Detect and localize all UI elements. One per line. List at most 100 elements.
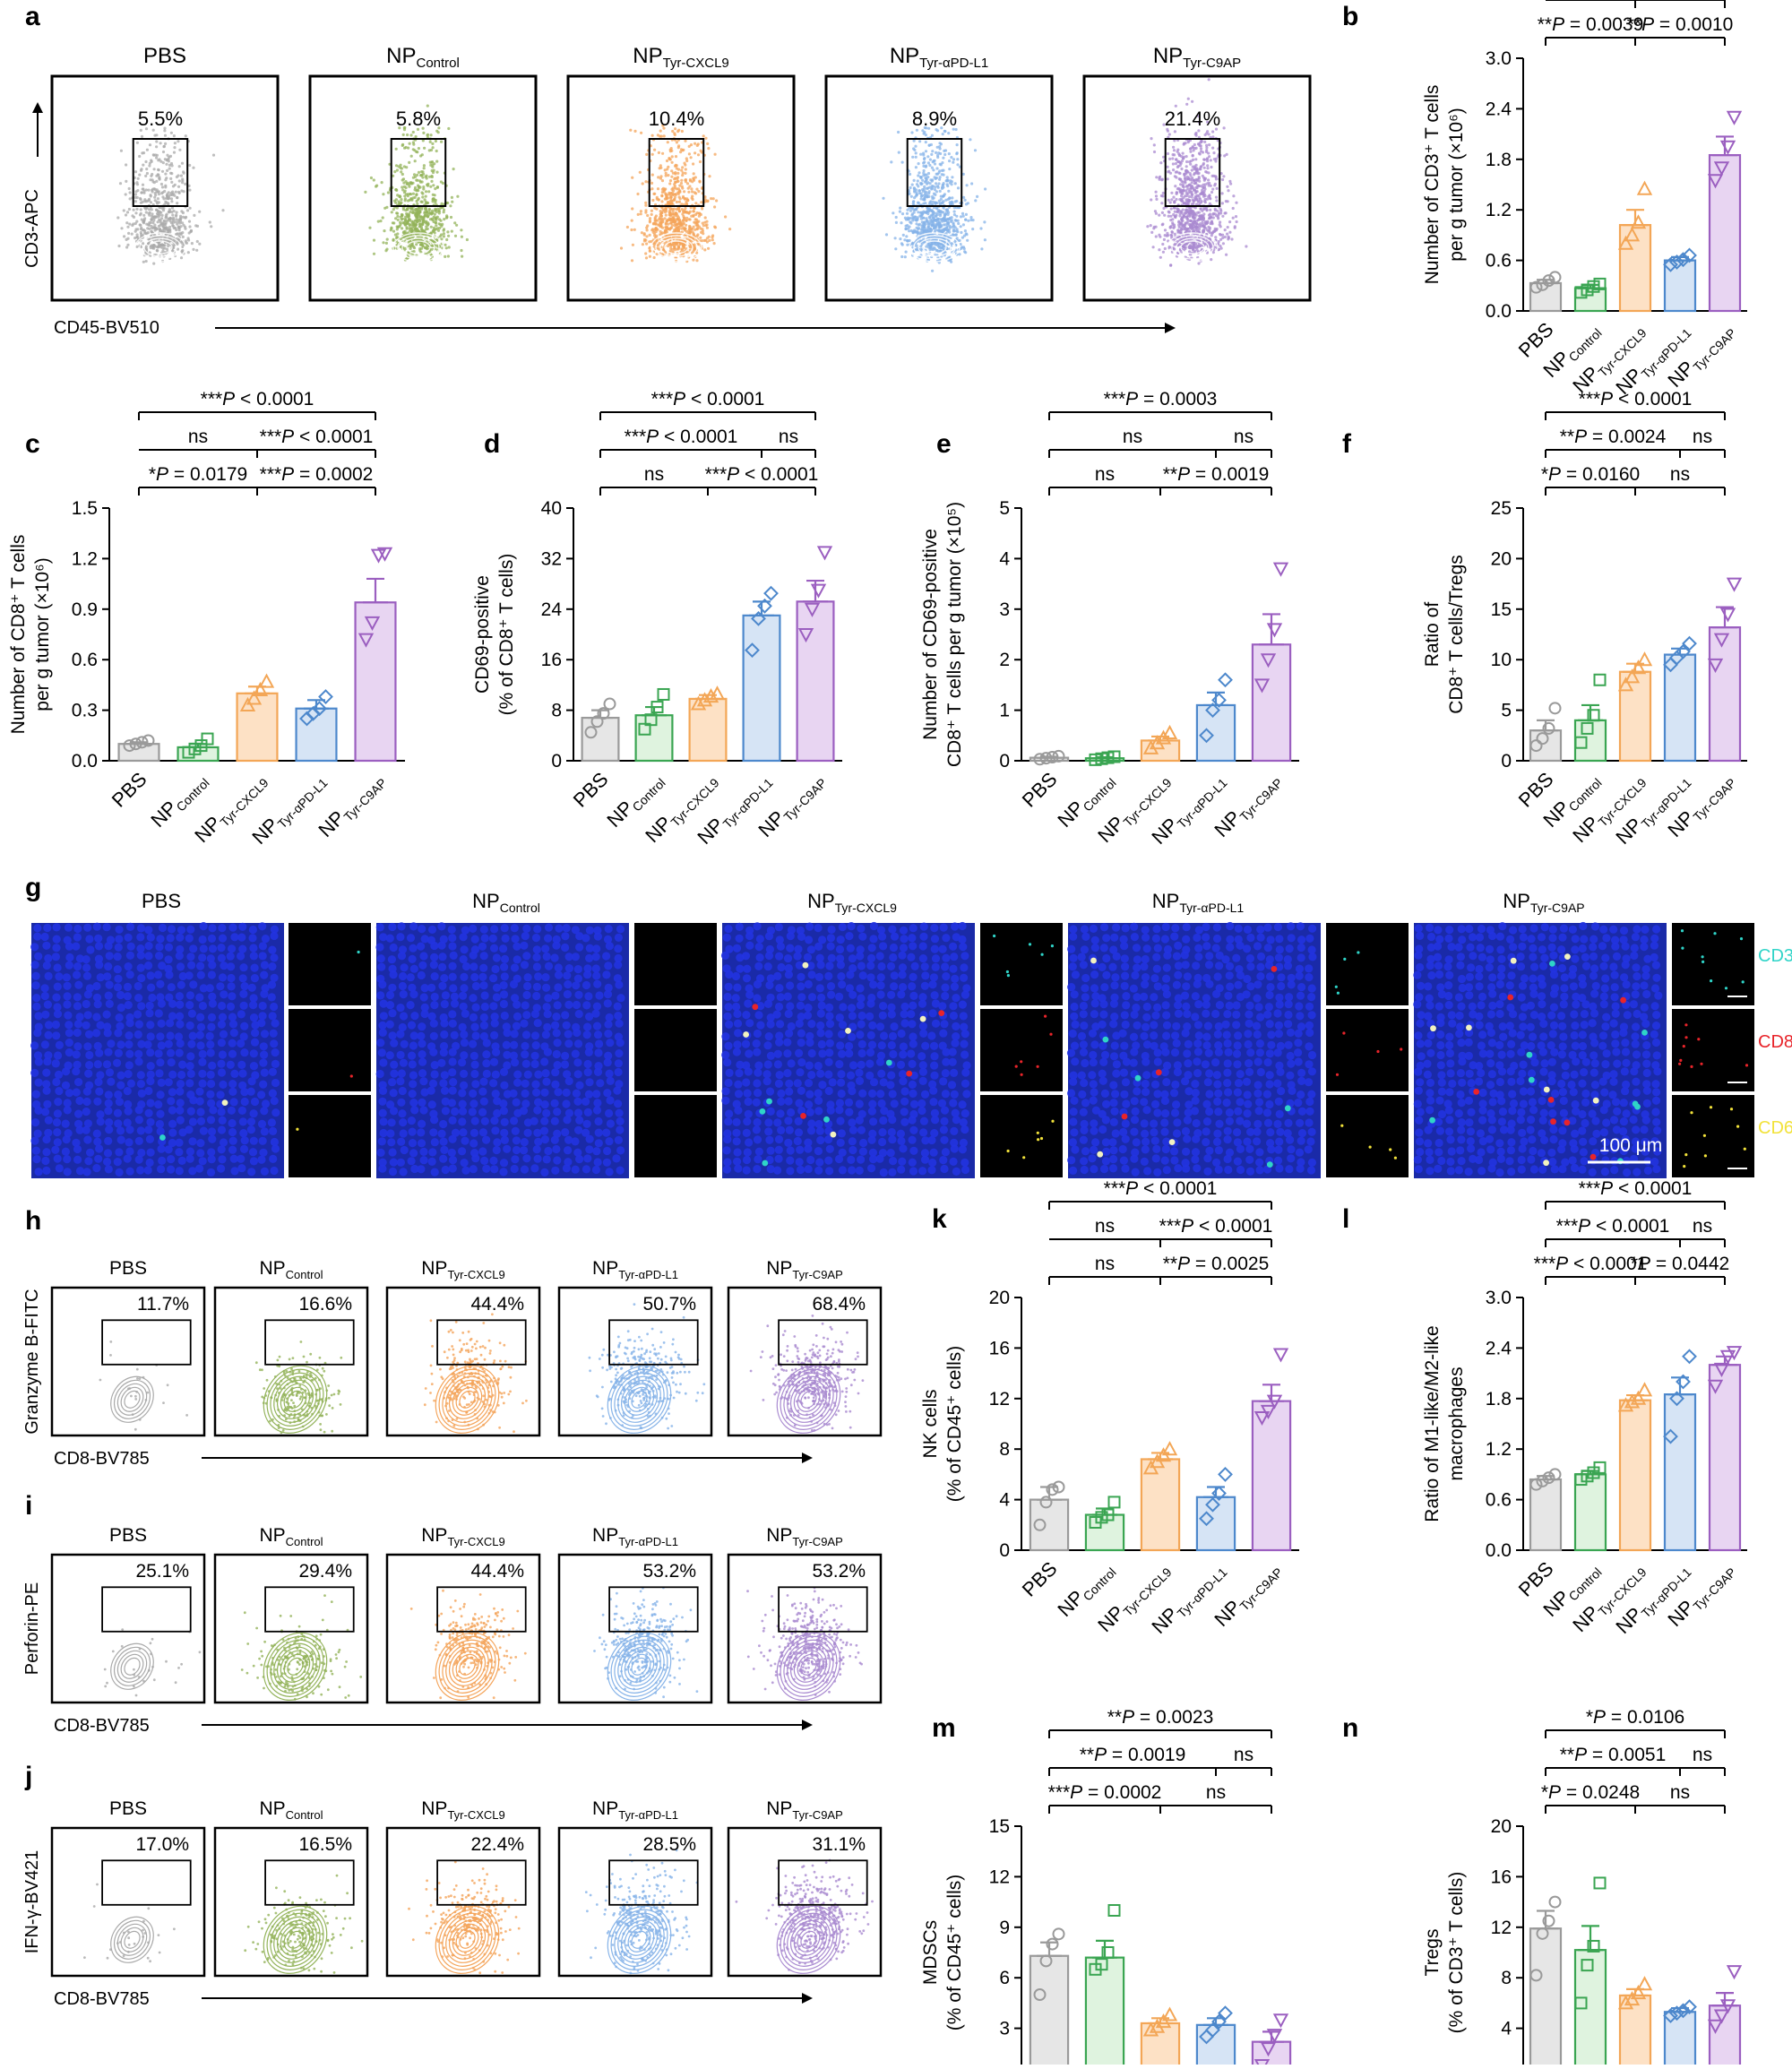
flow-event — [471, 1346, 474, 1349]
flow-event — [1193, 200, 1195, 203]
flow-event — [131, 214, 134, 217]
flow-event — [414, 223, 417, 226]
flow-event — [423, 167, 426, 169]
flow-event — [674, 181, 676, 184]
flow-event — [212, 154, 215, 157]
flow-event — [642, 1381, 644, 1384]
flow-event — [161, 185, 164, 188]
flow-event — [934, 176, 936, 178]
flow-event — [694, 202, 697, 204]
flow-event — [958, 239, 961, 242]
flow-event — [1172, 227, 1175, 229]
flow-event — [440, 141, 443, 143]
flow-event — [415, 194, 418, 196]
flow-event — [140, 168, 142, 170]
flow-event — [677, 1354, 680, 1357]
flow-event — [668, 228, 670, 230]
flow-event — [401, 227, 403, 229]
flow-event — [902, 234, 905, 237]
flow-event — [923, 220, 926, 223]
flow-event — [1204, 170, 1207, 173]
flow-event — [500, 1392, 503, 1395]
flow-event — [422, 185, 425, 188]
flow-event — [1205, 209, 1208, 211]
flow-event — [917, 202, 919, 204]
flow-event — [1224, 236, 1227, 238]
flow-event — [684, 1371, 686, 1374]
flow-event — [429, 1392, 432, 1394]
flow-event — [929, 182, 932, 185]
flow-event — [1187, 98, 1190, 100]
flow-event — [661, 227, 664, 229]
flow-event — [444, 244, 446, 246]
flow-event — [383, 229, 385, 232]
flow-event — [176, 176, 178, 178]
flow-event — [620, 246, 623, 249]
flow-event — [1191, 168, 1193, 171]
flow-event — [421, 193, 424, 195]
flow-event — [1208, 182, 1210, 185]
flow-event — [1185, 103, 1188, 106]
flow-event — [966, 184, 969, 186]
flow-event — [513, 1430, 515, 1433]
flow-event — [1186, 176, 1189, 178]
flow-event — [667, 203, 669, 205]
flow-event — [1219, 220, 1221, 223]
flow-event — [672, 1382, 675, 1384]
flow-event — [456, 195, 459, 198]
flow-event — [932, 168, 935, 171]
flow-event — [185, 239, 187, 242]
flow-event — [300, 1341, 303, 1343]
flow-event — [615, 1374, 617, 1376]
flow-event — [434, 231, 436, 234]
group-label: NPTyr-C9AP — [1153, 44, 1241, 71]
flow-event — [151, 173, 153, 176]
flow-event — [668, 182, 671, 185]
flow-event — [932, 248, 935, 251]
group-label: PBS — [143, 44, 186, 68]
flow-event — [385, 242, 388, 245]
flow-event — [1193, 226, 1196, 228]
flow-event — [724, 215, 727, 218]
flow-event — [920, 211, 923, 214]
flow-event — [157, 211, 159, 213]
flow-event — [696, 223, 699, 226]
flow-event — [170, 197, 173, 200]
flow-event — [694, 191, 696, 194]
flow-event — [965, 232, 968, 235]
flow-event — [1176, 187, 1179, 190]
flow-event — [669, 1366, 672, 1369]
flow-event — [662, 248, 665, 251]
group-label-sub: Tyr-CXCL9 — [447, 1268, 504, 1281]
flow-event — [1190, 220, 1193, 222]
flow-event — [189, 230, 192, 233]
flow-event — [161, 207, 164, 210]
flow-event — [470, 1349, 473, 1352]
flow-event — [1167, 199, 1170, 202]
flow-event — [1161, 178, 1164, 181]
flow-event — [155, 145, 158, 148]
gate-percent: 10.4% — [649, 108, 704, 130]
flow-event — [1195, 147, 1198, 150]
flow-event — [1179, 191, 1182, 194]
flow-event — [503, 1402, 505, 1405]
flow-event — [1214, 159, 1217, 162]
flow-event — [497, 1377, 500, 1380]
flow-event — [178, 149, 181, 151]
flow-gate — [437, 1320, 526, 1365]
flow-event — [409, 197, 412, 200]
flow-event — [694, 151, 696, 154]
flow-event — [627, 1359, 630, 1362]
flow-event — [1172, 213, 1175, 216]
flow-event — [1204, 134, 1207, 136]
flow-event — [922, 152, 925, 155]
flow-event — [138, 174, 141, 177]
flow-event — [447, 127, 450, 130]
flow-contour — [251, 1354, 340, 1446]
flow-event — [1236, 220, 1238, 223]
panel-letter-c: c — [25, 429, 40, 459]
flow-event — [1191, 195, 1193, 198]
flow-event — [681, 166, 684, 168]
flow-event — [601, 1408, 604, 1410]
flow-event — [947, 213, 950, 216]
